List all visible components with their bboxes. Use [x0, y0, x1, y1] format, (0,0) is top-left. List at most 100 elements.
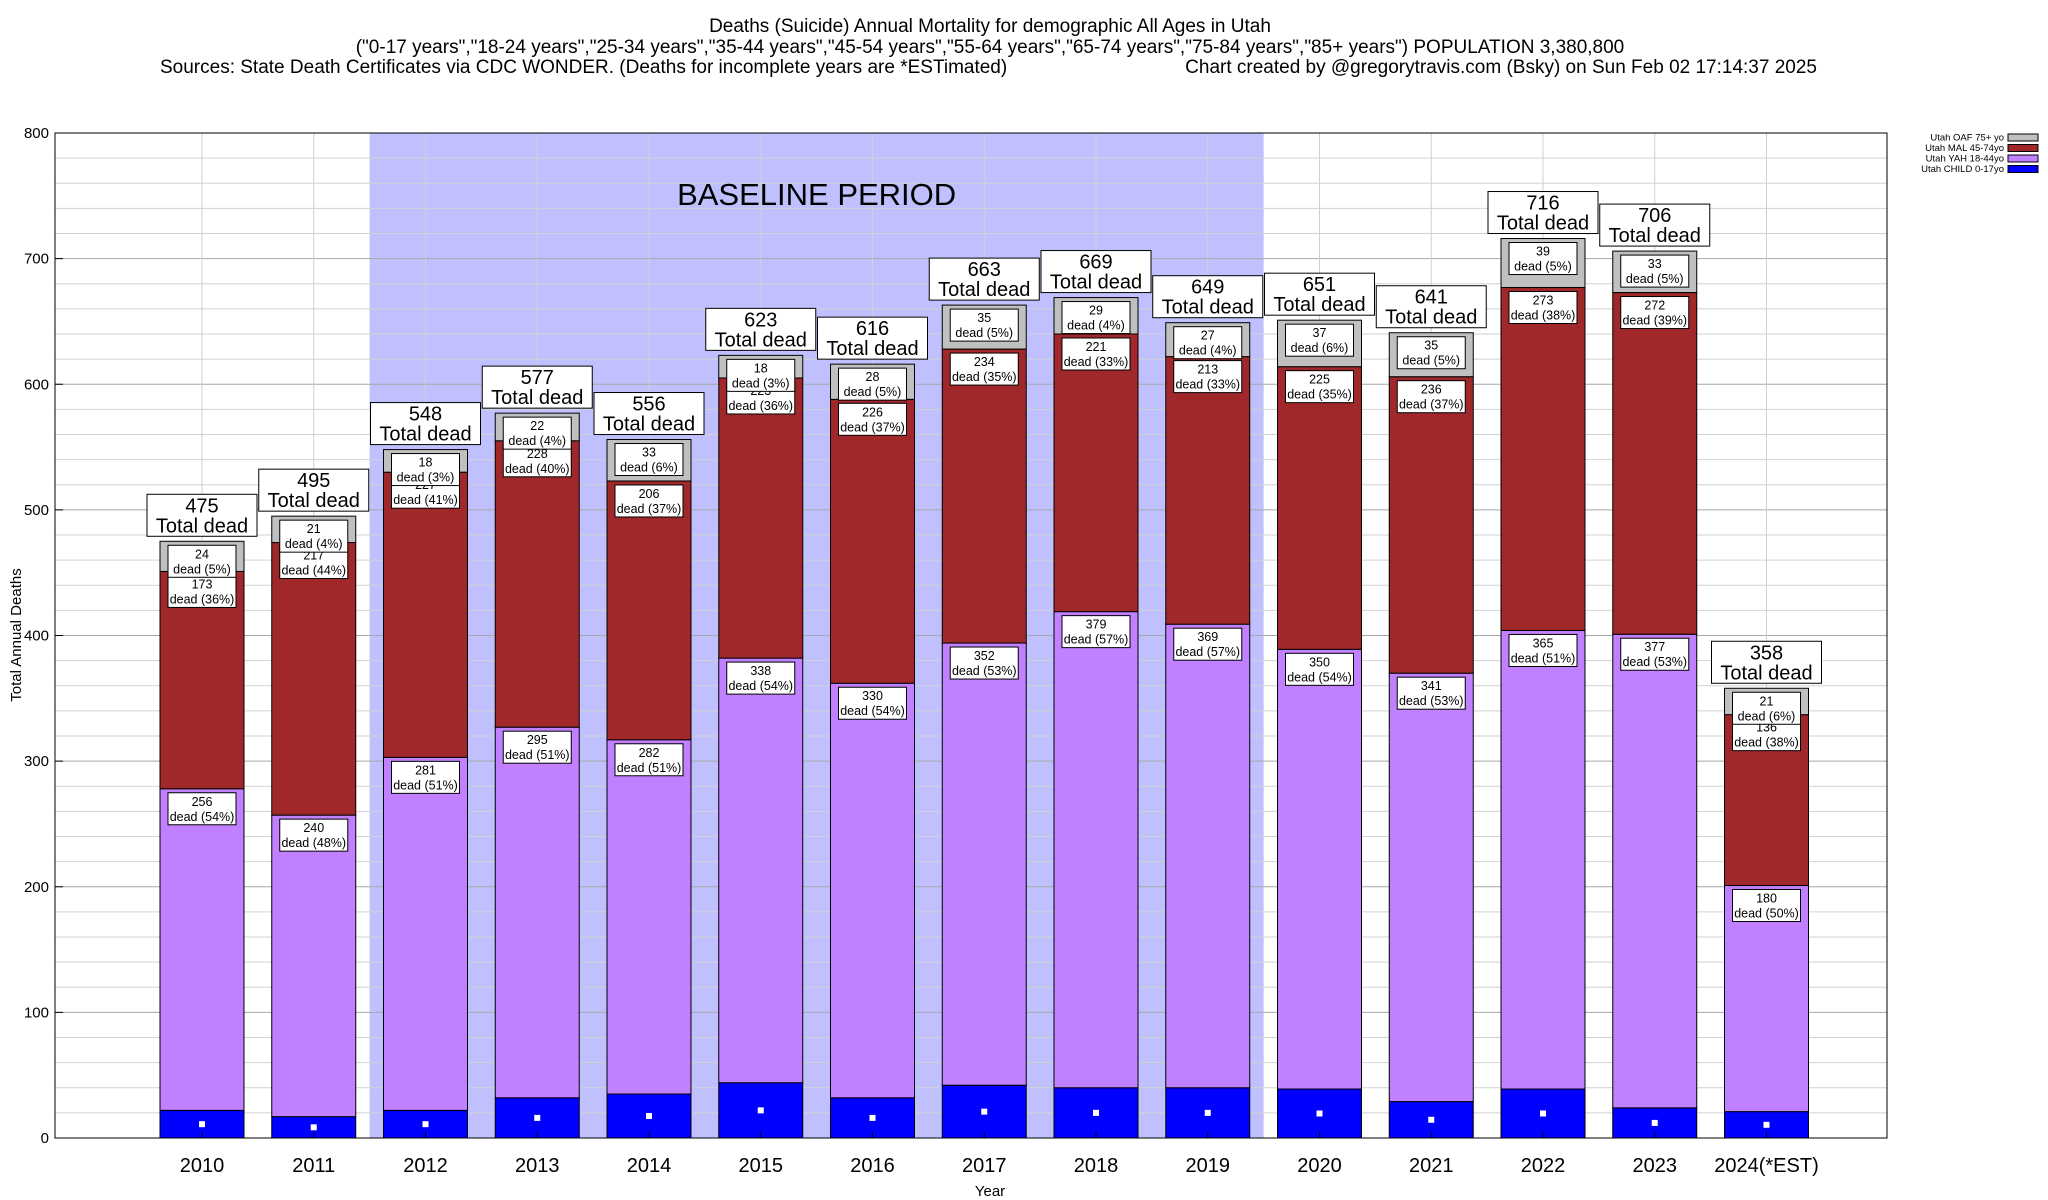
total-suffix-label: Total dead	[379, 424, 471, 446]
segment-value-label: 256	[192, 795, 213, 809]
segment-label-box	[949, 646, 1019, 680]
total-value-label: 623	[744, 309, 777, 331]
segment-pct-label: dead (4%)	[1067, 319, 1125, 333]
total-label-box	[481, 365, 593, 409]
total-label-box	[817, 316, 928, 360]
x-tick-label: 2013	[515, 1155, 560, 1177]
bar-segment-yah	[1724, 884, 1809, 1113]
segment-value-label: 24	[195, 547, 209, 561]
segment-pct-label: dead (35%)	[952, 370, 1017, 384]
segment-pct-label: dead (48%)	[281, 836, 346, 850]
segment-pct-label: dead (51%)	[505, 748, 570, 762]
segment-pct-label: dead (6%)	[1738, 709, 1796, 723]
x-tick-label: 2023	[1633, 1155, 1678, 1177]
segment-label-box	[1620, 254, 1690, 288]
segment-pct-label: dead (5%)	[173, 562, 231, 576]
segment-value-label: 352	[974, 649, 995, 663]
total-label-box	[1599, 203, 1711, 247]
total-value-label: 616	[856, 318, 889, 340]
segment-value-label: 206	[639, 487, 660, 501]
segment-value-label: 369	[1197, 630, 1218, 644]
chart-subtitle: ("0-17 years","18-24 years","25-34 years…	[356, 37, 1625, 58]
segment-label-box	[1620, 637, 1690, 671]
segment-label-box	[614, 484, 684, 518]
segment-label-box	[1396, 676, 1466, 710]
segment-label-box	[1285, 652, 1354, 686]
segment-pct-label: dead (50%)	[1734, 906, 1799, 920]
segment-value-label: 18	[419, 456, 433, 470]
y-tick-label: 700	[24, 251, 49, 268]
segment-label-box	[1285, 323, 1354, 357]
x-tick-label: 2011	[292, 1155, 335, 1177]
y-tick-label: 0	[41, 1130, 49, 1147]
bar-segment-yah	[1500, 629, 1586, 1090]
total-label-box	[705, 307, 817, 351]
segment-label-box	[391, 453, 460, 487]
bar-segment-yah	[1388, 672, 1474, 1103]
chart-title: Deaths (Suicide) Annual Mortality for de…	[709, 16, 1271, 37]
segment-pct-label: dead (51%)	[617, 761, 682, 775]
bar-segment-yah	[271, 814, 357, 1118]
segment-pct-label: dead (33%)	[1175, 378, 1240, 392]
total-suffix-label: Total dead	[603, 414, 695, 436]
bar-segment-yah	[830, 682, 915, 1099]
segment-value-label: 281	[415, 763, 436, 777]
segment-label-box	[167, 544, 237, 578]
segment-pct-label: dead (4%)	[1179, 344, 1237, 358]
total-suffix-label: Total dead	[938, 279, 1030, 301]
stacked-bars	[159, 238, 1809, 1139]
segment-value-label: 365	[1533, 636, 1554, 650]
segment-pct-label: dead (51%)	[1511, 651, 1576, 665]
total-value-label: 641	[1415, 287, 1448, 309]
legend-label: Utah YAH 18-44yo	[1926, 154, 2004, 165]
total-value-label: 556	[632, 394, 665, 416]
y-tick-label: 600	[24, 376, 49, 393]
segment-value-label: 22	[530, 419, 544, 433]
bar-segment-mal	[718, 377, 804, 659]
bar-segment-mal	[830, 398, 915, 684]
segment-value-label: 28	[866, 370, 880, 384]
bar-segment-yah	[1277, 648, 1362, 1090]
total-label-box	[1487, 191, 1599, 235]
segment-pct-label: dead (6%)	[1291, 341, 1349, 355]
segment-label-box	[1396, 380, 1466, 414]
x-tick-label: 2024(*EST)	[1714, 1155, 1819, 1177]
total-suffix-label: Total dead	[1385, 307, 1477, 329]
bar-segment-mal	[1612, 292, 1698, 635]
bar-segment-yah	[383, 756, 468, 1111]
segment-pct-label: dead (5%)	[1402, 354, 1460, 368]
total-suffix-label: Total dead	[156, 515, 248, 537]
y-tick-label: 300	[24, 753, 49, 770]
segment-value-label: 18	[754, 361, 768, 375]
segment-value-label: 272	[1644, 299, 1665, 313]
segment-pct-label: dead (4%)	[285, 537, 343, 551]
child-segment-marker	[534, 1114, 541, 1121]
segment-value-label: 33	[642, 446, 656, 460]
child-segment-marker	[1428, 1116, 1435, 1123]
segment-value-label: 330	[862, 689, 883, 703]
segment-pct-label: dead (5%)	[1626, 272, 1684, 286]
segment-value-label: 225	[1309, 373, 1330, 387]
child-segment-marker	[1540, 1110, 1546, 1117]
x-tick-label: 2010	[180, 1155, 225, 1177]
child-segment-marker	[1093, 1109, 1099, 1116]
segment-label-box	[949, 308, 1019, 342]
total-value-label: 716	[1526, 193, 1559, 215]
bar-segment-mal	[606, 480, 692, 741]
child-segment-marker	[981, 1108, 988, 1115]
segment-label-box	[1508, 242, 1578, 276]
total-label-box	[1040, 250, 1152, 294]
segment-label-box	[726, 358, 796, 392]
legend-swatch	[2007, 165, 2039, 173]
bar-segment-yah	[606, 739, 692, 1095]
segment-pct-label: dead (4%)	[508, 434, 566, 448]
segment-pct-label: dead (38%)	[1734, 736, 1799, 750]
child-segment-marker	[422, 1121, 429, 1128]
chart-credit: Chart created by @gregorytravis.com (Bsk…	[1185, 57, 1817, 78]
segment-value-label: 236	[1421, 383, 1442, 397]
legend-label: Utah MAL 45-74yo	[1925, 143, 2004, 154]
total-label-box	[1711, 640, 1822, 684]
